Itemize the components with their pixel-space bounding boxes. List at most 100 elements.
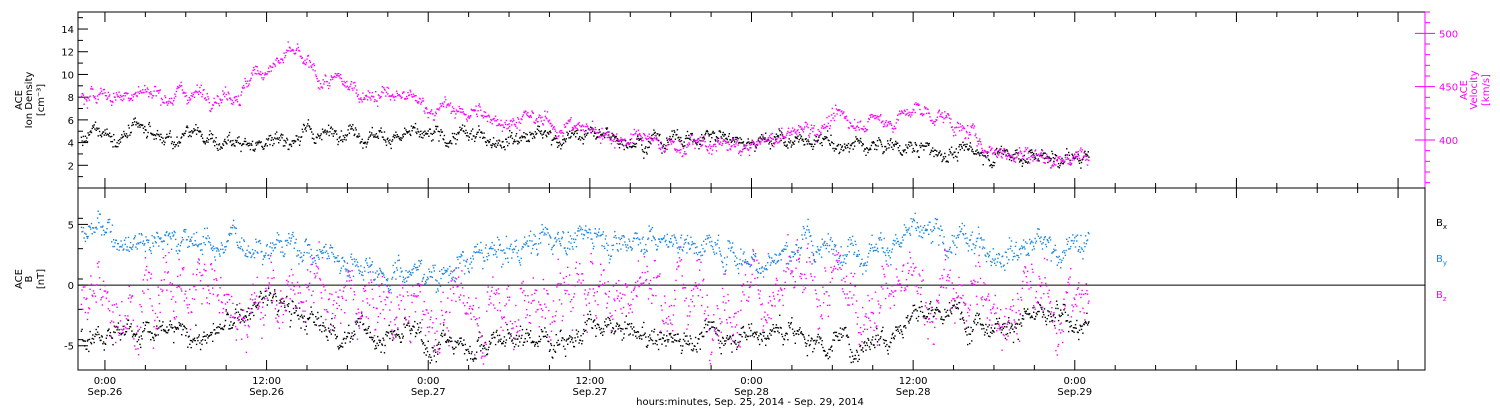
data-point [231, 227, 233, 229]
data-point [418, 326, 420, 329]
data-point [251, 140, 254, 143]
data-point [82, 339, 84, 341]
data-point [182, 133, 184, 135]
data-point [939, 311, 941, 313]
data-point [418, 131, 420, 133]
data-point [940, 153, 943, 155]
data-point [498, 140, 501, 142]
data-point [482, 136, 485, 138]
data-point [892, 336, 895, 339]
data-point [286, 139, 289, 141]
data-point [239, 104, 241, 107]
data-point [872, 142, 874, 144]
data-point [144, 89, 147, 91]
data-point [429, 112, 431, 115]
data-point [366, 329, 368, 331]
data-point [683, 153, 685, 155]
series-velocity [80, 41, 1090, 169]
data-point [147, 331, 149, 333]
data-point [754, 144, 756, 146]
data-point [610, 331, 613, 334]
data-point [666, 339, 668, 341]
data-point [268, 71, 270, 73]
data-point [571, 338, 573, 341]
legend-bx: Bx [1436, 218, 1447, 231]
data-point [979, 318, 981, 320]
data-point [247, 145, 250, 147]
data-point [708, 135, 710, 137]
data-point [921, 112, 923, 115]
data-point [620, 141, 623, 143]
data-point [453, 348, 456, 350]
data-point [174, 93, 176, 95]
data-point [155, 138, 157, 140]
data-point [689, 335, 691, 337]
data-point [239, 313, 241, 316]
data-point [513, 141, 515, 143]
data-point [452, 136, 454, 138]
data-point [424, 112, 426, 114]
data-point [280, 301, 282, 303]
data-point [943, 319, 945, 321]
data-point [711, 321, 714, 323]
data-point [505, 119, 508, 122]
data-point [201, 93, 204, 96]
data-point [121, 244, 124, 246]
data-point [829, 143, 831, 145]
data-point [519, 122, 522, 124]
data-point [818, 342, 820, 344]
data-point [214, 329, 216, 331]
data-point [659, 148, 662, 151]
data-point [187, 99, 189, 101]
data-point [161, 142, 163, 144]
data-point [933, 155, 935, 158]
data-point [843, 329, 845, 331]
data-point [649, 141, 651, 143]
data-point [624, 140, 627, 142]
data-point [1033, 318, 1036, 320]
data-point [236, 99, 238, 101]
data-point [553, 126, 555, 128]
data-point [716, 334, 718, 336]
data-point [459, 111, 462, 113]
data-point [308, 252, 310, 254]
data-point [360, 318, 362, 320]
data-point [256, 141, 258, 143]
data-point [247, 307, 250, 309]
data-point [492, 333, 494, 336]
data-point [136, 95, 138, 97]
data-point [324, 251, 326, 254]
data-point [318, 258, 320, 260]
data-point [895, 140, 897, 143]
data-point [403, 133, 405, 135]
data-point [1072, 155, 1075, 158]
data-point [150, 132, 153, 135]
data-point [478, 105, 480, 107]
data-point [540, 329, 543, 331]
data-point [371, 132, 373, 134]
data-point [331, 251, 333, 254]
data-point [380, 351, 382, 353]
data-point [849, 356, 851, 358]
data-point [175, 95, 177, 98]
data-point [493, 143, 495, 146]
data-point [109, 132, 111, 134]
data-point [358, 135, 361, 137]
data-point [96, 334, 98, 336]
data-point [228, 233, 230, 235]
data-point [422, 342, 425, 344]
data-point [939, 150, 941, 152]
data-point [687, 340, 689, 342]
data-point [1014, 323, 1017, 325]
data-point [708, 152, 710, 154]
data-point [118, 329, 120, 331]
data-point [125, 331, 128, 333]
data-point [154, 237, 156, 239]
data-point [396, 334, 398, 336]
data-point [565, 138, 567, 140]
data-point [271, 302, 273, 304]
data-point [268, 257, 270, 260]
data-point [961, 129, 963, 131]
data-point [942, 116, 944, 118]
data-point [1024, 310, 1026, 313]
